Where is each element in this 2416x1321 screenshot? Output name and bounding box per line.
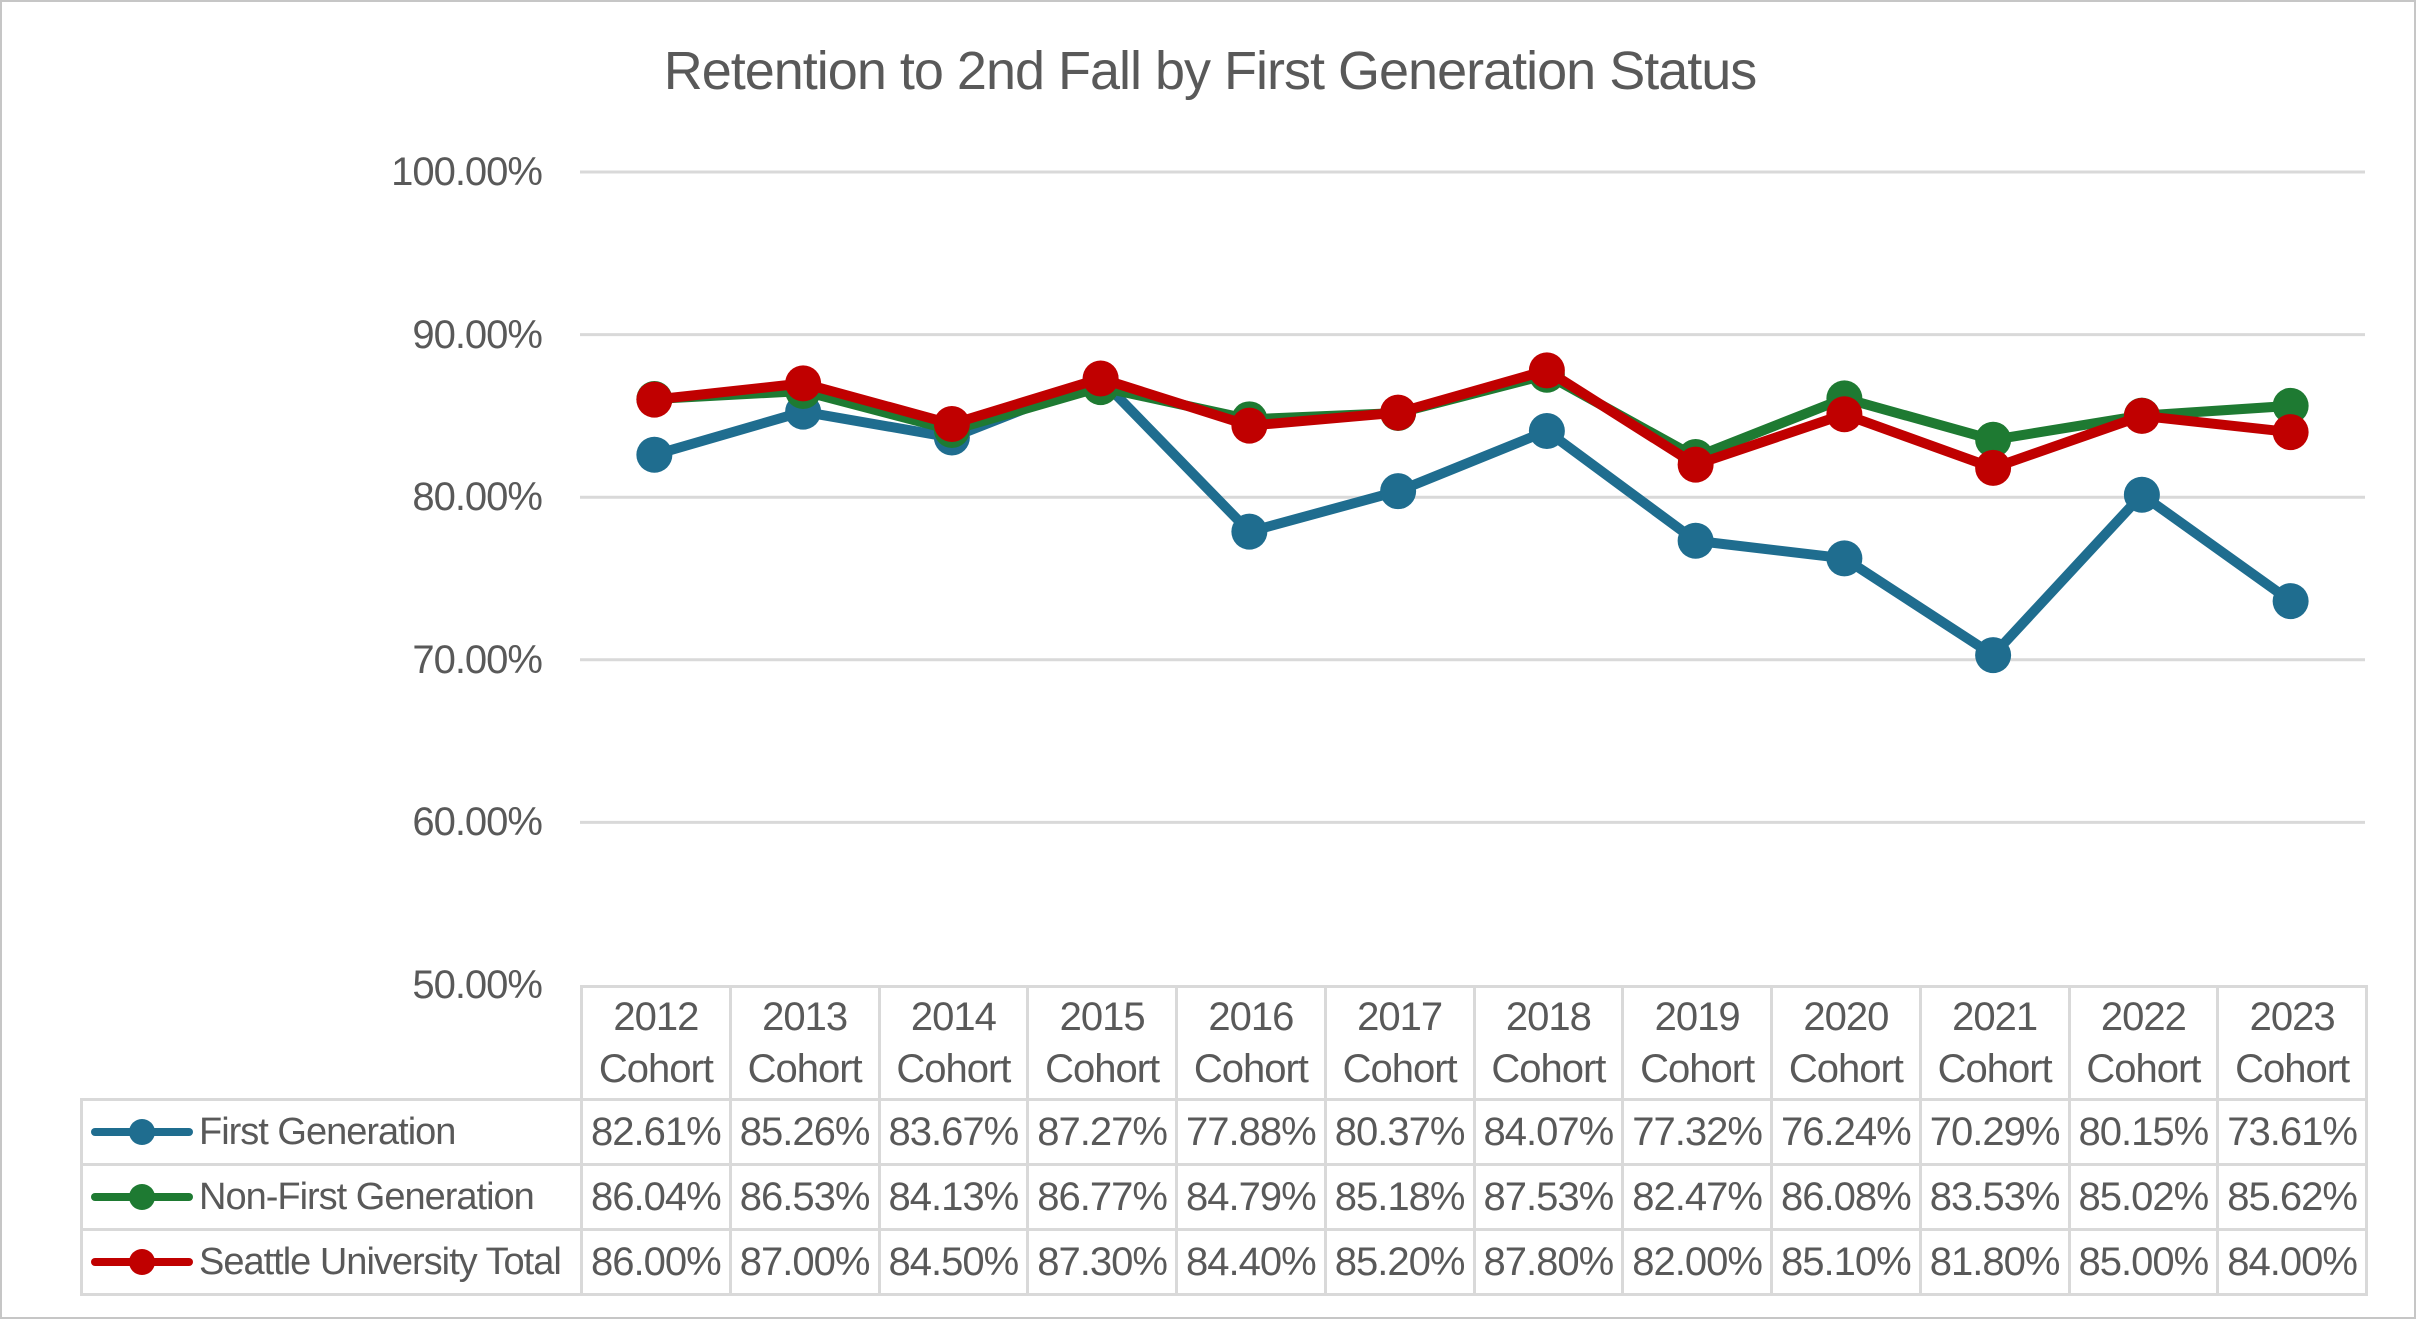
value-cell: 86.53% <box>728 1163 881 1231</box>
column-header: 2012 Cohort <box>580 985 732 1101</box>
y-axis-tick-label: 100.00% <box>391 150 543 194</box>
series-name-cell: First Generation <box>80 1098 583 1166</box>
value-cell: 82.00% <box>1621 1228 1773 1296</box>
series-line-first-generation <box>649 373 2296 661</box>
y-axis-tick-label: 70.00% <box>412 637 543 682</box>
legend-key-icon <box>91 1249 193 1275</box>
column-header: 2020 Cohort <box>1770 985 1922 1101</box>
column-header: 2015 Cohort <box>1026 985 1178 1101</box>
value-cell: 86.08% <box>1770 1163 1922 1231</box>
value-cell: 81.80% <box>1918 1228 2071 1296</box>
value-cell: 84.40% <box>1175 1228 1327 1296</box>
data-point-marker <box>1231 407 1268 444</box>
value-cell: 87.80% <box>1472 1228 1625 1296</box>
series-name-cell: Seattle University Total <box>80 1228 583 1296</box>
value-cell: 85.18% <box>1323 1163 1476 1231</box>
data-point-marker <box>636 436 673 473</box>
data-point-marker <box>2123 397 2160 434</box>
value-cell: 80.15% <box>2067 1098 2220 1166</box>
chart-title: Retention to 2nd Fall by First Generatio… <box>663 41 1758 101</box>
data-point-marker <box>1975 637 2012 674</box>
data-point-marker <box>933 406 970 443</box>
value-cell: 85.62% <box>2216 1163 2368 1231</box>
value-cell: 84.00% <box>2216 1228 2368 1296</box>
y-axis-tick-label: 50.00% <box>412 963 543 1007</box>
column-header: 2013 Cohort <box>728 985 881 1101</box>
series-name: Seattle University Total <box>199 1240 562 1283</box>
value-cell: 84.79% <box>1175 1163 1327 1231</box>
data-point-marker <box>1231 513 1268 550</box>
value-cell: 87.30% <box>1026 1228 1178 1296</box>
table-row: Non-First Generation 86.04% 86.53% 84.13% 86… <box>80 1163 2368 1231</box>
column-header: 2022 Cohort <box>2067 985 2220 1101</box>
value-cell: 77.32% <box>1621 1098 1773 1166</box>
data-point-marker <box>636 381 673 418</box>
data-point-marker <box>2272 583 2309 620</box>
data-point-marker <box>785 365 822 402</box>
value-cell: 84.07% <box>1472 1098 1625 1166</box>
data-point-marker <box>2272 414 2309 451</box>
value-cell: 82.47% <box>1621 1163 1773 1231</box>
value-cell: 77.88% <box>1175 1098 1327 1166</box>
value-cell: 83.67% <box>877 1098 1030 1166</box>
y-axis-tick-label: 60.00% <box>412 800 543 845</box>
data-point-marker <box>1528 352 1565 389</box>
table-corner-cell <box>82 987 582 1100</box>
legend-key-icon <box>91 1184 193 1210</box>
column-header: 2016 Cohort <box>1175 985 1327 1101</box>
value-cell: 84.50% <box>877 1228 1030 1296</box>
series-name-cell: Non-First Generation <box>80 1163 583 1231</box>
y-axis-tick-label: 90.00% <box>412 312 543 357</box>
value-cell: 87.53% <box>1472 1163 1625 1231</box>
y-axis-tick-label: 80.00% <box>412 475 543 520</box>
column-header: 2014 Cohort <box>877 985 1030 1101</box>
column-header: 2018 Cohort <box>1472 985 1625 1101</box>
series-line-seattle-university-total <box>649 365 2296 473</box>
value-cell: 70.29% <box>1918 1098 2071 1166</box>
series-name: Non-First Generation <box>199 1175 535 1218</box>
value-cell: 73.61% <box>2216 1098 2368 1166</box>
data-point-marker <box>1677 446 1714 483</box>
value-cell: 84.13% <box>877 1163 1030 1231</box>
value-cell: 86.00% <box>580 1228 732 1296</box>
value-cell: 85.00% <box>2067 1228 2220 1296</box>
data-point-marker <box>1975 421 2012 458</box>
data-table: 2012 Cohort 2013 Cohort 2014 Cohort 2015 Cohort… <box>80 985 2368 1296</box>
legend-key-icon <box>91 1119 193 1145</box>
data-point-marker <box>1082 360 1119 397</box>
data-point-marker <box>2272 387 2309 424</box>
value-cell: 85.26% <box>728 1098 881 1166</box>
column-header: 2019 Cohort <box>1621 985 1773 1101</box>
data-point-marker <box>1380 473 1417 510</box>
value-cell: 86.04% <box>580 1163 732 1231</box>
value-cell: 85.20% <box>1323 1228 1476 1296</box>
data-point-marker <box>1380 394 1417 431</box>
table-row: Seattle University Total 86.00% 87.00% 84.5… <box>80 1228 2368 1296</box>
table-row: First Generation 82.61% 85.26% 83.67% 87.27%… <box>80 1098 2368 1166</box>
table-header-row: 2012 Cohort 2013 Cohort 2014 Cohort 2015 Cohort… <box>82 985 2368 1101</box>
value-cell: 76.24% <box>1770 1098 1922 1166</box>
value-cell: 82.61% <box>580 1098 732 1166</box>
series-name: First Generation <box>199 1110 456 1153</box>
column-header: 2017 Cohort <box>1323 985 1476 1101</box>
data-point-marker <box>1528 413 1565 450</box>
data-point-marker <box>1826 396 1863 433</box>
data-point-marker <box>1826 540 1863 577</box>
column-header: 2021 Cohort <box>1918 985 2071 1101</box>
value-cell: 87.27% <box>1026 1098 1178 1166</box>
value-cell: 83.53% <box>1918 1163 2071 1231</box>
data-point-marker <box>1677 522 1714 559</box>
column-header: 2023 Cohort <box>2216 985 2368 1101</box>
value-cell: 85.10% <box>1770 1228 1922 1296</box>
value-cell: 86.77% <box>1026 1163 1178 1231</box>
data-point-marker <box>1975 449 2012 486</box>
value-cell: 87.00% <box>728 1228 881 1296</box>
value-cell: 80.37% <box>1323 1098 1476 1166</box>
value-cell: 85.02% <box>2067 1163 2220 1231</box>
data-point-marker <box>2123 476 2160 513</box>
